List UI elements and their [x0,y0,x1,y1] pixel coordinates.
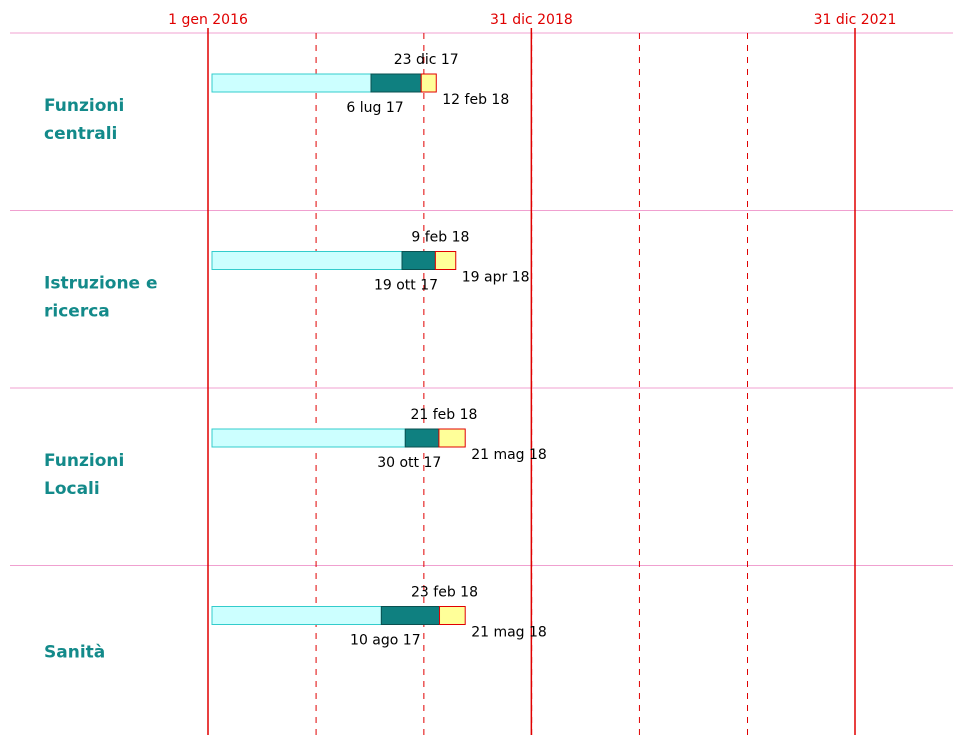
date-label: 21 feb 18 [410,407,477,423]
date-label: 23 dic 17 [394,52,459,68]
row-label: centrali [44,124,117,144]
row-label: ricerca [44,302,110,322]
axis-label: 31 dic 2018 [490,12,573,28]
bar-segment [211,606,382,625]
bar-segment [211,251,403,270]
row-label: Sanità [44,643,105,663]
bar-segment [438,428,466,448]
axis-label: 31 dic 2021 [814,12,897,28]
row-label: Funzioni [44,451,124,471]
bar-segment [439,606,466,625]
row-label: Istruzione e [44,274,158,294]
bar-segment [401,251,436,270]
date-label: 23 feb 18 [411,585,478,601]
date-label: 9 feb 18 [411,230,469,246]
bar-segment [370,73,422,93]
row-label: Funzioni [44,96,124,116]
date-label: 6 lug 17 [346,100,403,116]
bar-segment [211,428,406,448]
date-label: 10 ago 17 [350,633,421,649]
bar-segment [420,73,437,93]
date-label: 21 mag 18 [471,625,547,641]
axis-label: 1 gen 2016 [168,12,248,28]
date-label: 21 mag 18 [471,447,547,463]
bar-segment [434,251,457,270]
date-label: 19 ott 17 [374,278,438,294]
row-label: Locali [44,479,100,499]
date-label: 30 ott 17 [377,455,441,471]
date-label: 12 feb 18 [442,92,509,108]
date-label: 19 apr 18 [462,270,530,286]
bar-segment [404,428,440,448]
bar-segment [380,606,441,625]
bar-segment [211,73,372,93]
